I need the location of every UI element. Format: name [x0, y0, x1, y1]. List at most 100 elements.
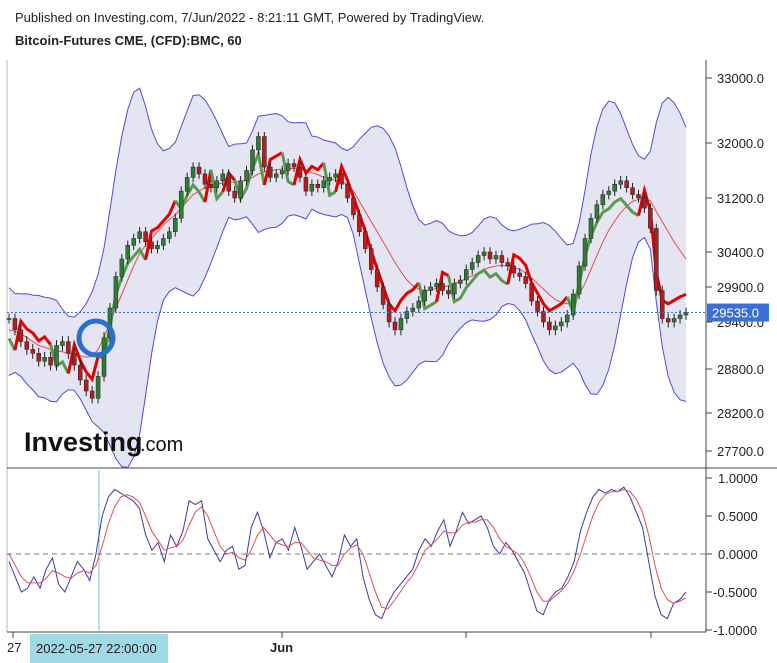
- osc-tick-label: -1.0000: [713, 623, 757, 638]
- candle-body: [196, 166, 202, 175]
- candle-body: [434, 283, 439, 288]
- sar-red: [435, 269, 450, 302]
- price-axis: 33000.032000.031200.030400.029900.029400…: [706, 71, 764, 459]
- sar-green: [49, 344, 70, 375]
- candle-body: [256, 136, 261, 151]
- candle-body: [369, 248, 374, 270]
- x-label-27: 27: [7, 640, 21, 655]
- x-axis-labels: 27 Jun: [7, 632, 652, 655]
- candle-body: [481, 251, 487, 256]
- candle-body: [101, 337, 107, 377]
- candle-body: [173, 218, 178, 232]
- price-tick-label: 31200.0: [717, 191, 764, 206]
- candle-body: [95, 376, 101, 399]
- highlight-circle: [76, 318, 116, 358]
- candle-body: [452, 283, 457, 295]
- candle-body: [535, 300, 540, 312]
- candle-body: [380, 286, 386, 305]
- candle-body: [588, 218, 594, 239]
- candle-body: [72, 353, 77, 366]
- sar-green: [209, 169, 224, 202]
- candle-body: [392, 321, 398, 331]
- candle-body: [648, 207, 653, 229]
- candle-body: [190, 166, 196, 178]
- candles: [6, 131, 689, 404]
- candle-body: [208, 184, 214, 188]
- candle-body: [6, 318, 12, 320]
- candle-body: [654, 228, 659, 291]
- candle-body: [333, 173, 338, 178]
- candle-body: [487, 251, 493, 260]
- sar-red: [203, 169, 213, 203]
- candle-body: [131, 238, 136, 246]
- candle-body: [606, 190, 612, 195]
- candle-body: [60, 341, 65, 346]
- candle-body: [469, 262, 475, 270]
- candle-body: [214, 180, 220, 188]
- candle-body: [262, 136, 267, 168]
- oscillator-slow-line: [8, 488, 687, 610]
- osc-tick-label: 0.0000: [718, 547, 758, 562]
- candle-body: [570, 293, 576, 316]
- investing-logo: Investing .com: [24, 427, 183, 457]
- candle-body: [291, 163, 297, 168]
- price-tick-label: 28200.0: [717, 406, 764, 421]
- candle-body: [523, 276, 528, 284]
- candle-body: [458, 279, 463, 284]
- sar-red: [262, 151, 283, 186]
- candle-body: [422, 290, 427, 302]
- candle-body: [553, 325, 558, 331]
- oscillator-axis: 1.0000 0.5000 0.0000 -0.5000 -1.0000: [706, 471, 758, 638]
- candle-body: [66, 341, 71, 354]
- candle-body: [582, 238, 588, 267]
- candle-body: [428, 286, 433, 291]
- price-tick-label: 33000.0: [717, 71, 764, 86]
- candle-body: [517, 272, 522, 277]
- candle-body: [600, 194, 606, 205]
- candle-body: [315, 184, 321, 188]
- candle-body: [232, 190, 237, 199]
- candle-body: [446, 290, 451, 295]
- crosshair-date-tag: [30, 634, 168, 663]
- candle-body: [683, 312, 689, 316]
- price-tick-label: 28800.0: [717, 362, 764, 377]
- candle-body: [226, 173, 231, 192]
- candle-body: [665, 318, 671, 323]
- crosshair-date-label: 2022-05-27 22:00:00: [36, 641, 157, 656]
- candle-body: [119, 258, 125, 277]
- candle-body: [89, 390, 95, 399]
- candle-body: [125, 245, 131, 260]
- candle-body: [279, 170, 285, 175]
- candle-body: [54, 345, 59, 366]
- candle-body: [149, 241, 154, 249]
- symbol-title: Bitcoin-Futures CME, (CFD):BMC, 60: [15, 33, 242, 48]
- candle-body: [202, 173, 208, 185]
- sar-red: [66, 339, 100, 383]
- candle-body: [541, 311, 546, 323]
- candle-body: [618, 180, 623, 185]
- candle-body: [327, 177, 332, 182]
- candle-body: [404, 311, 410, 319]
- osc-tick-label: -0.5000: [713, 585, 757, 600]
- x-label-jun: Jun: [270, 640, 293, 655]
- candle-body: [416, 300, 422, 309]
- sar-green: [322, 162, 337, 198]
- candle-body: [386, 304, 392, 323]
- candle-body: [48, 357, 53, 366]
- sar-green: [417, 282, 438, 312]
- candle-body: [345, 184, 350, 199]
- candle-body: [636, 194, 641, 199]
- candle-body: [42, 357, 47, 362]
- logo-suffix-text: .com: [140, 434, 183, 456]
- candle-body: [18, 329, 24, 342]
- candle-body: [363, 231, 368, 249]
- candle-body: [309, 184, 315, 192]
- candle-body: [464, 269, 469, 281]
- candle-body: [113, 276, 119, 309]
- candle-body: [268, 166, 273, 178]
- bollinger-bands: [8, 87, 687, 468]
- candle-body: [440, 283, 445, 291]
- candle-body: [184, 177, 190, 192]
- candle-body: [137, 231, 142, 239]
